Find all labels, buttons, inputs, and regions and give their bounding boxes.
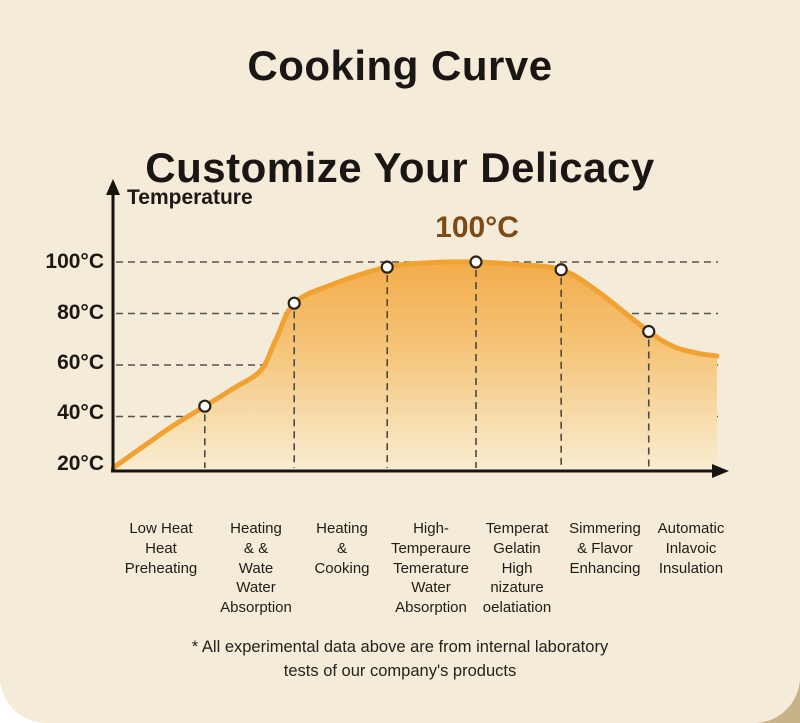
y-tick-20: 20°C <box>57 452 104 475</box>
data-point-marker-4 <box>469 255 483 269</box>
data-point-marker-2 <box>287 296 301 310</box>
y-axis-title: Temperature <box>127 186 253 209</box>
data-point-marker-3 <box>380 260 394 274</box>
title-line-1: Cooking Curve <box>247 42 553 89</box>
stage-label-gelatinization: Temperat Gelatin High nizature oelatiati… <box>482 520 552 617</box>
stage-label-heating-cooking: Heating & Cooking <box>314 520 370 577</box>
page-title: Cooking Curve Customize Your Delicacy <box>0 40 800 194</box>
stage-label-preheating: Low Heat Heat Preheating <box>124 520 198 577</box>
x-axis-arrow-icon <box>712 464 729 478</box>
y-tick-60: 60°C <box>57 351 104 374</box>
peak-annotation: 100°C <box>435 211 519 244</box>
y-tick-40: 40°C <box>57 401 104 424</box>
title-line-2: Customize Your Delicacy <box>145 144 655 192</box>
stage-label-high-temperature: High- Temperaure Temerature Water Absorp… <box>390 520 472 617</box>
curve-area-fill <box>113 261 717 469</box>
disclaimer-footnote: * All experimental data above are from i… <box>191 638 609 680</box>
stage-label-insulation: Automatic Inlavoic Insulation <box>657 520 725 577</box>
data-point-marker-1 <box>198 399 212 413</box>
stage-label-water-absorption-1: Heating & & Wate Water Absorption <box>220 520 292 617</box>
y-tick-80: 80°C <box>57 301 104 324</box>
stage-label-simmering: Simmering & Flavor Enhancing <box>569 520 641 577</box>
data-point-marker-5 <box>554 263 568 277</box>
y-axis-arrow-icon <box>106 179 120 195</box>
data-point-marker-6 <box>642 324 656 339</box>
y-tick-100: 100°C <box>45 250 104 273</box>
